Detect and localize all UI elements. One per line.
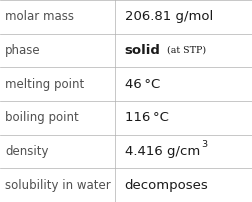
Text: 46 °C: 46 °C bbox=[125, 78, 160, 91]
Text: (at STP): (at STP) bbox=[164, 46, 207, 55]
Text: phase: phase bbox=[5, 44, 41, 57]
Text: solid: solid bbox=[125, 44, 161, 57]
Text: boiling point: boiling point bbox=[5, 111, 79, 124]
Text: 116 °C: 116 °C bbox=[125, 111, 169, 124]
Text: solubility in water: solubility in water bbox=[5, 179, 111, 192]
Text: melting point: melting point bbox=[5, 78, 84, 91]
Text: density: density bbox=[5, 145, 49, 158]
Text: molar mass: molar mass bbox=[5, 10, 74, 23]
Text: decomposes: decomposes bbox=[125, 179, 208, 192]
Text: 4.416 g/cm: 4.416 g/cm bbox=[125, 145, 200, 158]
Text: 3: 3 bbox=[201, 140, 207, 149]
Text: 206.81 g/mol: 206.81 g/mol bbox=[125, 10, 213, 23]
